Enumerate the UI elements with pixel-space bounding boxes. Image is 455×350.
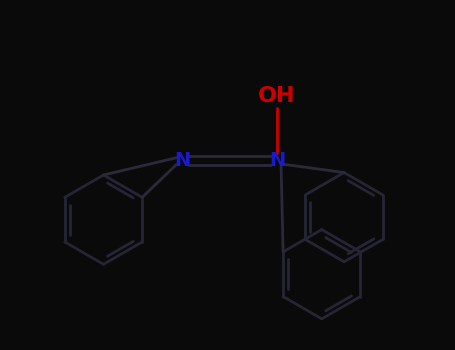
Text: OH: OH xyxy=(258,86,296,106)
Text: N: N xyxy=(269,150,285,170)
Text: N: N xyxy=(175,150,191,170)
